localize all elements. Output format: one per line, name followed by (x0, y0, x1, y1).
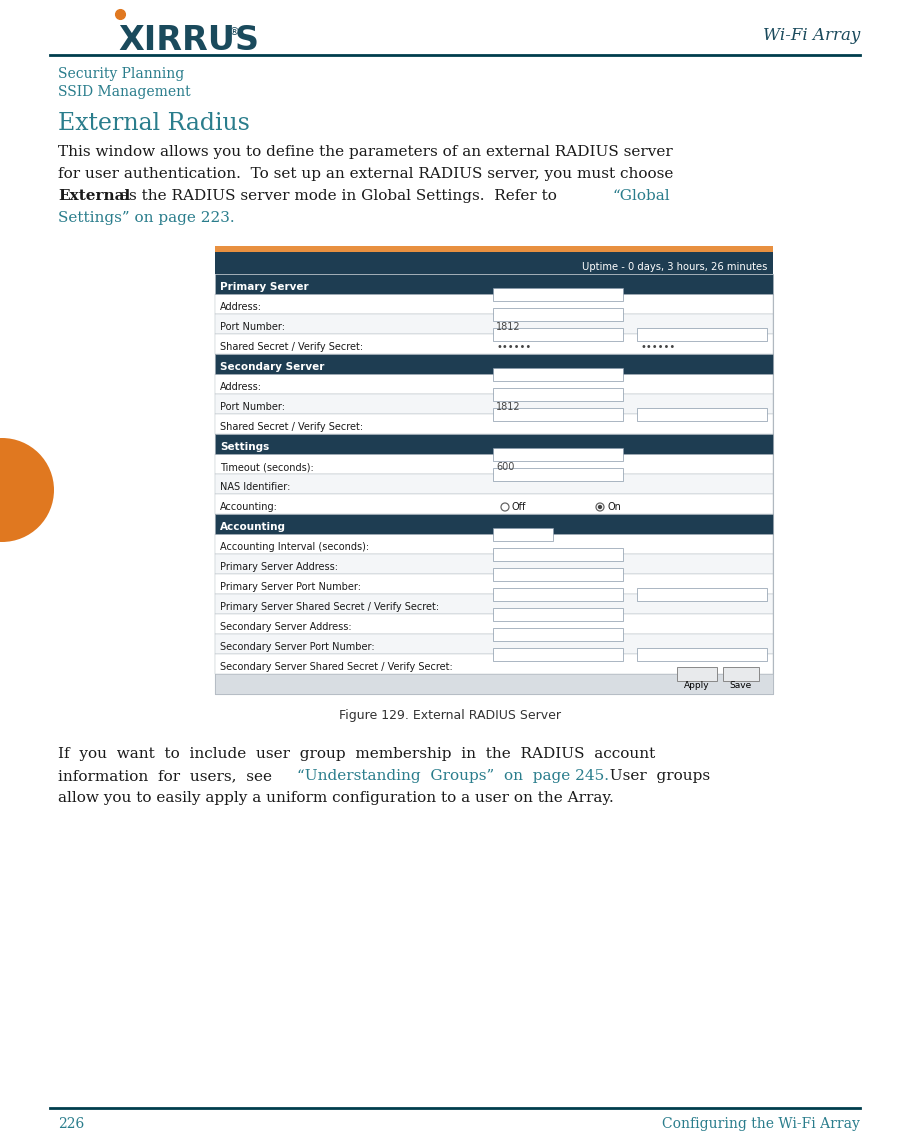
Bar (215, 294, 773, 694)
Bar (215, 252, 773, 274)
Bar (493, 647, 623, 661)
Text: Shared Secret / Verify Secret:: Shared Secret / Verify Secret: (220, 342, 363, 352)
Text: 600: 600 (496, 462, 514, 472)
Text: Settings” on page 223.: Settings” on page 223. (58, 211, 234, 225)
Text: Secondary Server Address:: Secondary Server Address: (220, 622, 351, 632)
Text: allow you to easily apply a uniform configuration to a user on the Array.: allow you to easily apply a uniform conf… (58, 791, 614, 805)
Bar (215, 334, 773, 354)
Bar (215, 294, 773, 314)
Text: If  you  want  to  include  user  group  membership  in  the  RADIUS  account: If you want to include user group member… (58, 747, 655, 761)
Bar (215, 395, 773, 414)
Text: Wi-Fi Array: Wi-Fi Array (763, 27, 860, 44)
Bar (493, 407, 623, 421)
Bar (493, 467, 623, 481)
Bar (215, 634, 773, 654)
Text: Figure 129. External RADIUS Server: Figure 129. External RADIUS Server (339, 709, 561, 722)
Bar (493, 327, 623, 340)
Bar (215, 674, 773, 694)
Bar (493, 607, 623, 621)
Text: On: On (607, 503, 621, 512)
Text: Off: Off (512, 503, 526, 512)
Text: Save: Save (730, 681, 752, 690)
Bar (215, 554, 773, 574)
Bar (493, 628, 623, 640)
Text: NAS Identifier:: NAS Identifier: (220, 482, 290, 492)
Circle shape (597, 505, 602, 509)
Bar (215, 474, 773, 493)
Text: ••••••: •••••• (640, 342, 675, 352)
Bar (215, 354, 773, 374)
Bar (493, 367, 623, 381)
Bar (493, 588, 623, 600)
Bar (637, 647, 767, 661)
Text: User  groups: User groups (600, 769, 710, 783)
Bar (493, 388, 623, 400)
Circle shape (0, 438, 54, 542)
Bar (215, 274, 773, 294)
Bar (215, 314, 773, 334)
Bar (493, 307, 623, 321)
Text: Accounting:: Accounting: (220, 503, 278, 512)
Text: Secondary Server: Secondary Server (220, 362, 324, 372)
Text: This window allows you to define the parameters of an external RADIUS server: This window allows you to define the par… (58, 146, 673, 159)
Bar (493, 548, 623, 561)
Bar (637, 407, 767, 421)
Bar (215, 454, 773, 474)
Text: ••••••: •••••• (496, 342, 532, 352)
Text: Port Number:: Port Number: (220, 322, 285, 332)
Bar (637, 588, 767, 600)
Text: Primary Server Port Number:: Primary Server Port Number: (220, 582, 361, 592)
Text: Address:: Address: (220, 302, 262, 312)
Text: Settings: Settings (220, 442, 269, 453)
Text: External: External (58, 189, 131, 204)
Bar (215, 374, 773, 395)
Bar (215, 246, 773, 252)
Bar (637, 327, 767, 340)
Bar (215, 434, 773, 454)
Text: SSID Management: SSID Management (58, 85, 191, 99)
Bar (215, 534, 773, 554)
Bar (215, 493, 773, 514)
Text: Secondary Server Shared Secret / Verify Secret:: Secondary Server Shared Secret / Verify … (220, 662, 452, 672)
Text: 1812: 1812 (496, 402, 521, 412)
Bar (215, 614, 773, 634)
Text: Secondary Server Port Number:: Secondary Server Port Number: (220, 642, 375, 652)
Text: Security Planning: Security Planning (58, 67, 184, 81)
Text: Accounting: Accounting (220, 522, 286, 532)
Bar (493, 288, 623, 300)
Text: Primary Server: Primary Server (220, 282, 309, 292)
Text: information  for  users,  see: information for users, see (58, 769, 277, 783)
Text: ®: ® (228, 27, 239, 38)
Bar (493, 448, 623, 460)
Text: “Global: “Global (613, 189, 670, 204)
Bar (493, 567, 623, 581)
Text: Accounting Interval (seconds):: Accounting Interval (seconds): (220, 542, 369, 551)
Text: Configuring the Wi-Fi Array: Configuring the Wi-Fi Array (662, 1117, 860, 1131)
Text: Timeout (seconds):: Timeout (seconds): (220, 462, 314, 472)
Text: Primary Server Shared Secret / Verify Secret:: Primary Server Shared Secret / Verify Se… (220, 601, 439, 612)
Text: Uptime - 0 days, 3 hours, 26 minutes: Uptime - 0 days, 3 hours, 26 minutes (582, 262, 767, 272)
Bar (215, 414, 773, 434)
Bar (215, 574, 773, 594)
Text: 226: 226 (58, 1117, 85, 1131)
Bar (215, 514, 773, 534)
Text: Apply: Apply (684, 681, 710, 690)
Text: Port Number:: Port Number: (220, 402, 285, 412)
Text: Address:: Address: (220, 382, 262, 392)
Bar (677, 667, 717, 681)
Text: 1812: 1812 (496, 322, 521, 332)
Text: Shared Secret / Verify Secret:: Shared Secret / Verify Secret: (220, 422, 363, 432)
Bar (493, 528, 553, 540)
Text: XIRRUS: XIRRUS (118, 24, 259, 57)
Text: for user authentication.  To set up an external RADIUS server, you must choose: for user authentication. To set up an ex… (58, 167, 673, 181)
Bar (215, 654, 773, 674)
Text: External Radius: External Radius (58, 111, 250, 134)
Bar (215, 594, 773, 614)
Text: “Understanding  Groups”  on  page 245.: “Understanding Groups” on page 245. (297, 769, 609, 783)
Bar (723, 667, 759, 681)
Text: Primary Server Address:: Primary Server Address: (220, 562, 338, 572)
Text: as the RADIUS server mode in Global Settings.  Refer to: as the RADIUS server mode in Global Sett… (120, 189, 557, 204)
